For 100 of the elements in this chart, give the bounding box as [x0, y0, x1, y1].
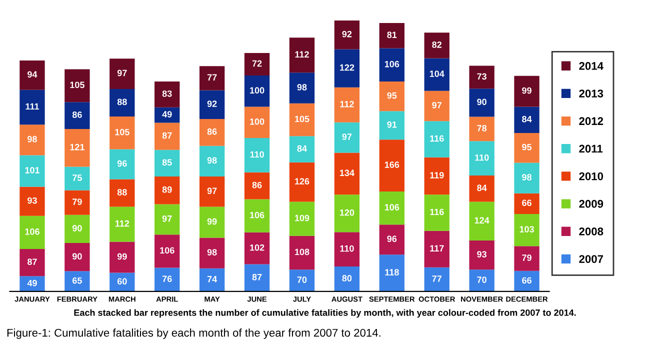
data-label: 79 — [522, 254, 532, 261]
bar — [20, 248, 45, 276]
bar — [110, 242, 135, 273]
data-label: 118 — [385, 269, 399, 276]
bar — [244, 52, 270, 76]
data-label: 108 — [295, 248, 310, 256]
bar — [20, 124, 45, 156]
bar — [379, 48, 404, 82]
legend-label: 2013 — [579, 90, 604, 98]
bar — [199, 238, 225, 268]
bar — [514, 133, 540, 163]
legend-label: 2008 — [579, 228, 604, 236]
bar — [110, 206, 135, 242]
bar — [379, 224, 404, 255]
bar — [64, 69, 90, 102]
data-label: 105 — [70, 82, 84, 88]
bar — [334, 49, 360, 88]
bar — [469, 116, 494, 142]
data-label: 116 — [430, 208, 444, 216]
data-label: 100 — [250, 87, 264, 94]
bar — [64, 102, 90, 129]
text: Figure-1: Cumulative fatalities by each month of the year from 2007 to 2014. — [7, 328, 380, 339]
bar — [379, 140, 404, 192]
data-label: 97 — [207, 188, 217, 194]
bar — [244, 138, 270, 172]
data-label: 66 — [522, 200, 532, 206]
bar — [514, 193, 540, 214]
data-label: 109 — [295, 214, 310, 222]
data-label: 92 — [207, 100, 217, 107]
bar — [64, 128, 90, 167]
data-label: 98 — [28, 136, 37, 142]
data-label: 116 — [430, 135, 444, 142]
legend-label: 2007 — [579, 255, 604, 263]
bar — [424, 230, 450, 268]
bar — [20, 276, 45, 292]
data-label: 82 — [432, 42, 442, 48]
data-label: 111 — [26, 103, 40, 110]
data-label: 70 — [477, 276, 486, 283]
bar — [199, 66, 225, 90]
bar — [379, 191, 404, 225]
data-label: 90 — [72, 225, 82, 232]
bar — [514, 106, 540, 134]
data-label: 77 — [432, 276, 442, 282]
data-label: 78 — [477, 124, 487, 132]
legend-label: 2009 — [579, 200, 604, 208]
bar — [20, 90, 45, 125]
bar — [514, 162, 540, 194]
data-label: 98 — [297, 84, 307, 90]
data-label: 93 — [477, 251, 487, 258]
data-label: 106 — [25, 228, 40, 235]
data-label: 79 — [72, 198, 82, 205]
bar — [244, 264, 270, 292]
bar — [199, 90, 225, 119]
bar — [379, 81, 404, 112]
bar — [199, 176, 225, 207]
data-label: 90 — [72, 253, 82, 260]
data-label: 88 — [117, 98, 127, 106]
bar — [424, 121, 450, 158]
bar — [424, 267, 450, 292]
data-label: 97 — [162, 215, 172, 222]
bar — [199, 118, 225, 146]
data-label: 84 — [522, 116, 532, 122]
bar — [154, 122, 180, 150]
data-label: 96 — [387, 236, 397, 242]
bar — [64, 214, 90, 244]
bar — [424, 194, 450, 231]
data-label: 84 — [477, 184, 487, 192]
data-label: 110 — [340, 245, 354, 252]
bar — [154, 107, 180, 123]
data-label: 98 — [207, 157, 217, 164]
data-label: 94 — [28, 71, 38, 78]
bar — [110, 272, 135, 292]
data-label: 86 — [252, 182, 262, 188]
bar — [379, 254, 404, 292]
bar — [199, 146, 225, 176]
bar — [64, 190, 90, 215]
bar — [289, 72, 315, 104]
data-label: 74 — [207, 276, 218, 282]
data-label: 95 — [522, 144, 532, 150]
data-label: 126 — [295, 178, 310, 185]
data-label: 72 — [252, 60, 262, 67]
data-label: 49 — [27, 280, 37, 286]
data-label: 97 — [117, 70, 127, 76]
bar — [334, 232, 360, 266]
data-label: 91 — [387, 121, 397, 128]
data-label: 110 — [475, 154, 489, 161]
data-label: 166 — [384, 162, 400, 168]
bar — [334, 122, 360, 153]
data-label: 102 — [250, 244, 264, 251]
data-label: 75 — [72, 174, 82, 181]
data-label: 112 — [340, 100, 354, 108]
data-label: 92 — [342, 30, 352, 38]
data-label: 80 — [342, 275, 352, 282]
data-label: 98 — [522, 174, 532, 180]
data-label: 105 — [295, 116, 310, 122]
data-label: 97 — [432, 102, 442, 108]
bar — [154, 176, 180, 204]
bar — [154, 234, 180, 268]
data-label: 49 — [162, 111, 172, 118]
data-label: 104 — [430, 70, 444, 77]
